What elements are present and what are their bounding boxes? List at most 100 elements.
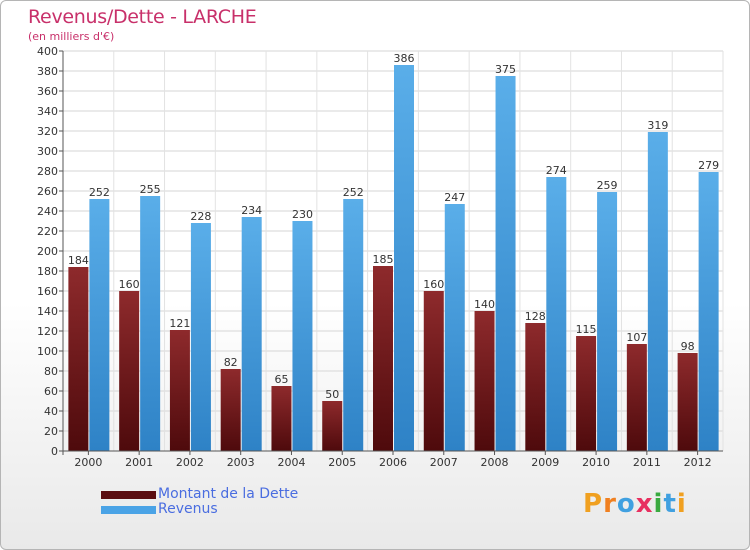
legend-swatch-dette (101, 490, 156, 499)
data-label-revenus: 259 (597, 179, 618, 192)
bar-revenus (140, 196, 161, 451)
labels-layer: 184 252 160 255 121 228 82 234 65 230 50 252 185 386 1… (68, 52, 719, 401)
bar-dette (474, 311, 495, 451)
bar-revenus (292, 221, 313, 451)
y-tick-label: 40 (44, 405, 58, 418)
x-tick-label: 2002 (176, 456, 204, 469)
data-label-dette: 98 (681, 340, 695, 353)
x-tick-label: 2010 (582, 456, 610, 469)
x-tick-label: 2006 (379, 456, 407, 469)
bar-revenus (495, 76, 516, 451)
data-label-dette: 128 (525, 310, 546, 323)
y-tick-label: 300 (37, 145, 58, 158)
legend-swatch-revenus (101, 505, 156, 514)
y-tick-label: 280 (37, 165, 58, 178)
y-tick-label: 60 (44, 385, 58, 398)
data-label-revenus: 319 (647, 119, 668, 132)
data-label-revenus: 230 (292, 208, 313, 221)
logo-letter: x (635, 489, 654, 519)
data-label-revenus: 375 (495, 63, 516, 76)
bar-dette (576, 336, 597, 451)
data-label-revenus: 252 (343, 186, 364, 199)
bar-dette (119, 291, 140, 451)
data-label-dette: 50 (325, 388, 339, 401)
logo-letter: i (676, 489, 687, 519)
x-tick-label: 2008 (481, 456, 509, 469)
y-tick-label: 0 (51, 445, 58, 458)
y-tick-label: 140 (37, 305, 58, 318)
legend-item-revenus: Revenus (101, 502, 298, 517)
y-tick-label: 100 (37, 345, 58, 358)
y-tick-label: 180 (37, 265, 58, 278)
data-label-dette: 115 (576, 323, 597, 336)
proxiti-logo: Proxiti (583, 489, 687, 519)
bar-dette (271, 386, 292, 451)
y-tick-label: 360 (37, 85, 58, 98)
data-label-revenus: 255 (140, 183, 161, 196)
bars-layer (68, 65, 719, 451)
y-tick-label: 220 (37, 225, 58, 238)
y-tick-label: 260 (37, 185, 58, 198)
bar-dette (322, 401, 343, 451)
x-tick-label: 2000 (74, 456, 102, 469)
legend-label-revenus: Revenus (158, 501, 218, 517)
x-tick-label: 2001 (125, 456, 153, 469)
data-label-dette: 140 (474, 298, 495, 311)
x-tick-label: 2011 (633, 456, 661, 469)
bar-revenus (394, 65, 414, 451)
data-label-revenus: 247 (444, 191, 465, 204)
bar-dette (220, 369, 241, 451)
data-label-dette: 160 (423, 278, 444, 291)
data-label-dette: 82 (224, 356, 238, 369)
data-label-dette: 107 (626, 331, 647, 344)
bar-dette (169, 330, 190, 451)
y-tick-label: 20 (44, 425, 58, 438)
y-tick-label: 380 (37, 65, 58, 78)
y-tick-label: 400 (37, 45, 58, 58)
logo-letter: r (603, 489, 617, 519)
bar-revenus (343, 199, 364, 451)
bar-dette (373, 266, 393, 451)
bar-revenus (89, 199, 110, 451)
bar-revenus (698, 172, 719, 451)
legend: Montant de la Dette Revenus (101, 487, 298, 517)
data-label-revenus: 234 (241, 204, 262, 217)
data-label-dette: 185 (373, 253, 394, 266)
y-tick-label: 240 (37, 205, 58, 218)
bar-dette (68, 267, 89, 451)
data-label-dette: 184 (68, 254, 89, 267)
x-tick-label: 2012 (684, 456, 712, 469)
data-label-dette: 160 (119, 278, 140, 291)
y-tick-label: 340 (37, 105, 58, 118)
data-label-dette: 65 (274, 373, 288, 386)
logo-letter: i (653, 489, 664, 519)
bar-revenus (597, 192, 618, 451)
x-tick-label: 2003 (227, 456, 255, 469)
bar-revenus (241, 217, 262, 451)
y-tick-label: 120 (37, 325, 58, 338)
data-label-revenus: 274 (546, 164, 567, 177)
bar-revenus (190, 223, 211, 451)
y-tick-label: 160 (37, 285, 58, 298)
x-tick-label: 2004 (277, 456, 305, 469)
bar-dette (626, 344, 647, 451)
chart-subtitle: (en milliers d'€) (28, 30, 115, 43)
bar-dette (525, 323, 546, 451)
data-label-revenus: 386 (394, 52, 415, 65)
y-tick-label: 200 (37, 245, 58, 258)
y-tick-label: 80 (44, 365, 58, 378)
legend-item-dette: Montant de la Dette (101, 487, 298, 502)
logo-letter: t (663, 489, 677, 519)
x-tick-label: 2007 (430, 456, 458, 469)
y-tick-label: 320 (37, 125, 58, 138)
chart-title: Revenus/Dette - LARCHE (28, 6, 257, 28)
logo-letter: P (583, 489, 604, 519)
x-tick-label: 2009 (531, 456, 559, 469)
bar-dette (423, 291, 444, 451)
legend-label-dette: Montant de la Dette (158, 486, 299, 502)
data-label-dette: 121 (169, 317, 190, 330)
bar-revenus (444, 204, 465, 451)
data-label-revenus: 228 (190, 210, 211, 223)
